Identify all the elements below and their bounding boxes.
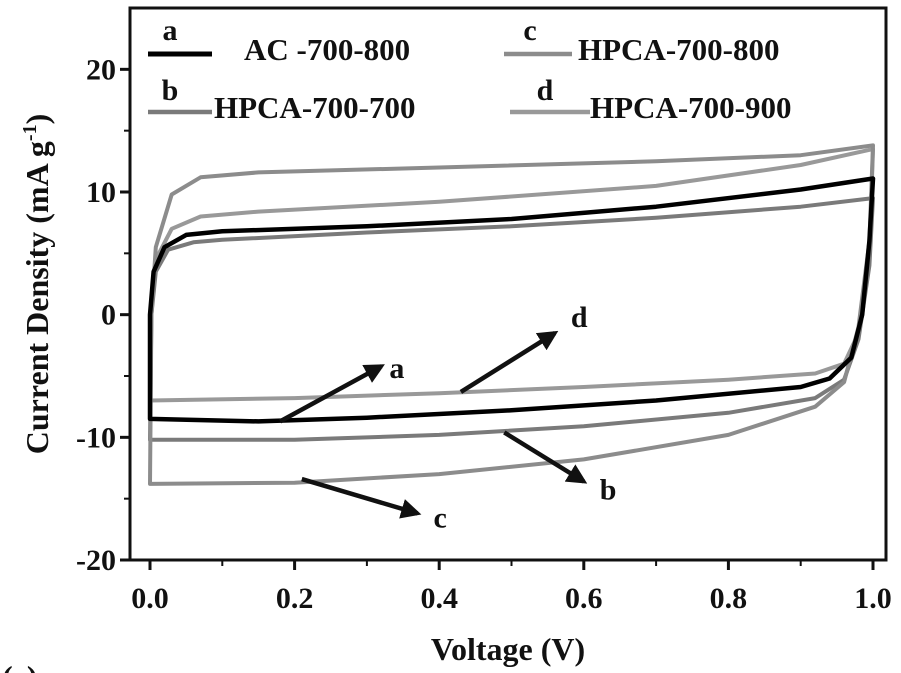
y-tick-label: 0 — [101, 299, 116, 332]
annotation-label: a — [389, 352, 404, 385]
annotation-label: b — [600, 473, 617, 506]
annotation-arrow — [279, 364, 385, 424]
plot-frame — [128, 6, 888, 562]
y-tick-label: 20 — [86, 53, 116, 86]
legend-item-c: c HPCA-700-800 — [504, 14, 779, 67]
x-tick-label: 0.2 — [276, 582, 314, 615]
legend-item-a: a AC -700-800 — [148, 14, 410, 67]
legend-label: HPCA-700-900 — [590, 90, 791, 125]
x-tick-label: 0.8 — [710, 582, 748, 615]
legend-item-d: d HPCA-700-900 — [510, 74, 791, 125]
x-tick-label: 0.4 — [420, 582, 458, 615]
legend-letter: a — [163, 14, 178, 47]
series-line-a — [147, 176, 876, 424]
annotation-arrow — [503, 430, 588, 484]
legend-label: HPCA-700-800 — [578, 32, 779, 67]
y-tick-label: 10 — [86, 176, 116, 209]
legend: a AC -700-800 b HPCA-700-700 c HPCA-700-800 d H… — [148, 14, 791, 125]
x-tick-label: 0.6 — [565, 582, 603, 615]
x-axis-title: Voltage (V) — [431, 631, 585, 667]
figure-panel-label: (c) — [2, 659, 38, 673]
y-tick-label: -10 — [76, 421, 116, 454]
annotation-d: d — [459, 301, 588, 394]
y-axis-title: Current Density (mA g-1) — [19, 114, 55, 454]
annotation-arrow — [301, 476, 422, 519]
annotation-b: b — [503, 430, 617, 506]
annotation-c: c — [301, 476, 447, 534]
legend-label: AC -700-800 — [244, 32, 410, 67]
series-line-c — [148, 143, 875, 486]
axes-layer: 0.0 0.2 0.4 0.6 0.8 1.0 -20 -10 0 10 20 — [76, 53, 892, 615]
annotation-label: c — [434, 501, 447, 534]
legend-label: HPCA-700-700 — [214, 90, 415, 125]
annotation-label: d — [571, 301, 588, 334]
legend-letter: c — [523, 14, 536, 47]
annotation-a: a — [279, 352, 404, 424]
legend-letter: d — [537, 74, 554, 107]
curves-layer — [147, 143, 876, 486]
x-tick-label: 1.0 — [854, 582, 892, 615]
x-tick-label: 0.0 — [131, 582, 169, 615]
legend-letter: b — [162, 74, 179, 107]
series-line-b — [148, 196, 875, 442]
legend-item-b: b HPCA-700-700 — [148, 74, 415, 125]
y-tick-label: -20 — [76, 544, 116, 577]
annotation-arrow — [459, 330, 559, 394]
annotations-layer: a d b c — [279, 301, 617, 534]
